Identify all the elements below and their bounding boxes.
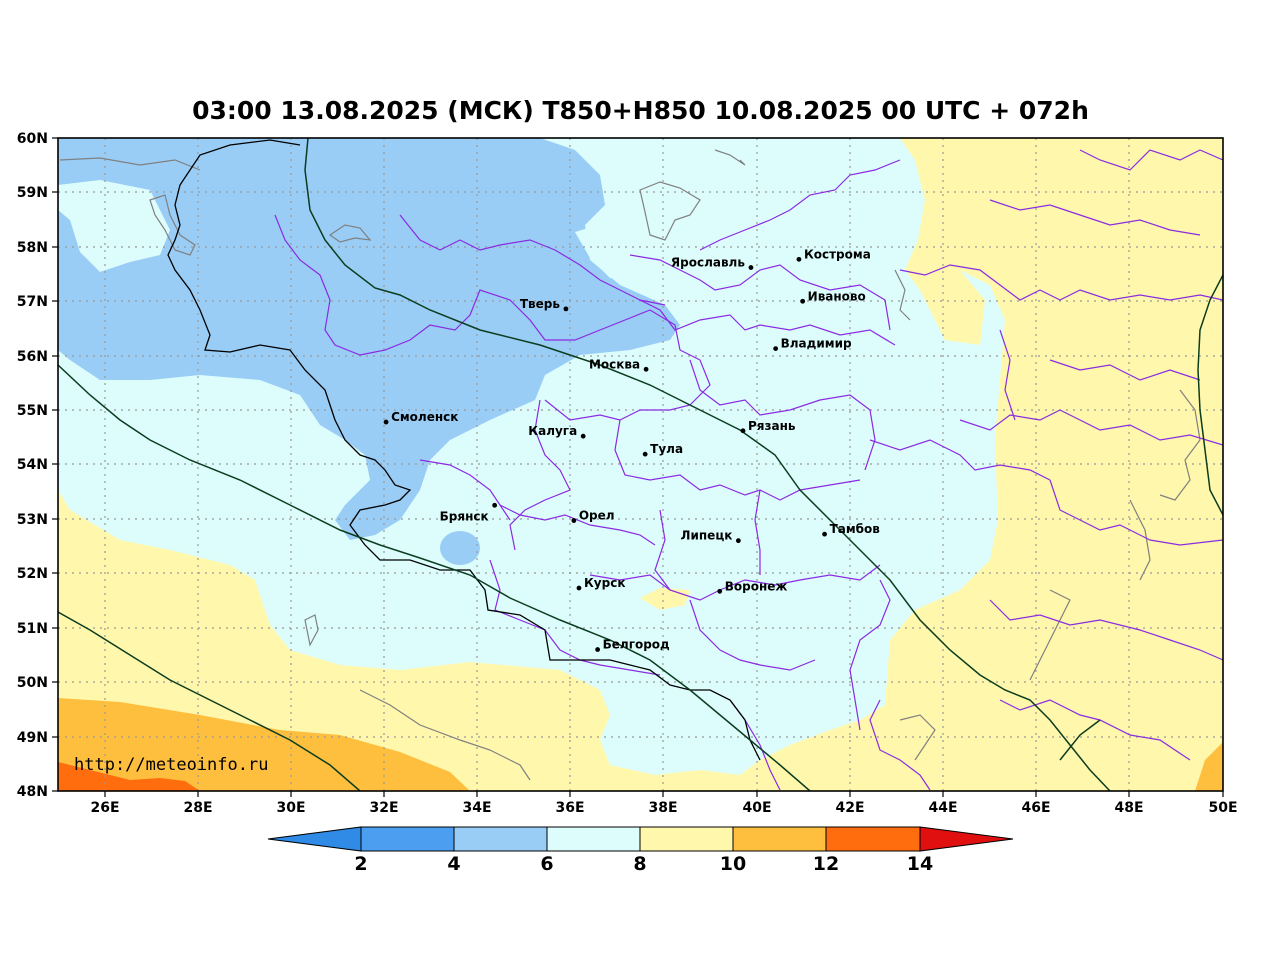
lon-label: 36E [555, 800, 584, 816]
colorbar-min-triangle [267, 826, 362, 852]
temp-10-12-region [58, 698, 470, 791]
lon-label: 32E [369, 800, 398, 816]
lon-label: 50E [1208, 800, 1237, 816]
lon-label: 44E [928, 800, 957, 816]
temp-4-6-blob [440, 531, 480, 565]
city-label: Липецк [681, 529, 733, 543]
colorbar-segment-4-6 [453, 826, 548, 852]
city-label: Белгород [603, 638, 670, 652]
colorbar-tick-label: 14 [907, 853, 933, 875]
city-dot [717, 588, 723, 594]
colorbar-segment-12-14 [825, 826, 921, 852]
lon-label: 48E [1114, 800, 1143, 816]
city-dot [642, 451, 648, 457]
lat-label: 57N [17, 294, 48, 310]
city-label: Брянск [440, 509, 489, 523]
city-label: Иваново [808, 289, 866, 303]
city-label: Курск [584, 576, 625, 590]
city-label: Кострома [804, 247, 871, 261]
lon-label: 26E [90, 800, 119, 816]
lat-label: 60N [17, 131, 48, 147]
lat-label: 52N [17, 566, 48, 582]
colorbar-segment-2-4 [360, 826, 455, 852]
city-label: Тамбов [830, 522, 881, 536]
temp-12-14-region [58, 762, 200, 791]
lat-label: 48N [17, 784, 48, 800]
city-dot [822, 531, 827, 537]
colorbar: 2 4 6 8 10 12 14 [267, 826, 1014, 875]
colorbar-tick-label: 4 [447, 853, 460, 875]
city-dot [580, 433, 586, 439]
city-dot [571, 518, 577, 523]
temp-4-6-region [58, 138, 680, 540]
lon-label: 46E [1021, 800, 1050, 816]
colorbar-segment-8-10 [639, 826, 734, 852]
axis-ticks [52, 137, 1224, 797]
lat-label: 54N [17, 457, 48, 473]
lat-label: 53N [17, 512, 48, 528]
city-markers: Кострома Ярославль Иваново Тверь Владимир Мос… [383, 247, 881, 652]
lat-label: 51N [17, 621, 48, 637]
colorbar-tick-label: 12 [813, 853, 839, 875]
city-dot [735, 538, 741, 544]
city-dot [643, 366, 649, 372]
lon-label: 34E [462, 800, 491, 816]
lon-label: 30E [276, 800, 305, 816]
lat-label: 59N [17, 185, 48, 201]
region-borders [274, 149, 1223, 791]
lat-label: 50N [17, 675, 48, 691]
lat-label: 58N [17, 240, 48, 256]
map-title: 03:00 13.08.2025 (МСК) T850+H850 10.08.2… [192, 96, 1089, 125]
colorbar-max-triangle [919, 826, 1014, 852]
temp-10-12-corner [1195, 742, 1223, 791]
lon-label: 38E [648, 800, 677, 816]
colorbar-segment-10-12 [732, 826, 827, 852]
longitude-labels: 26E 28E 30E 32E 34E 36E 38E 40E 42E 44E … [90, 800, 1237, 816]
temp-6-8-pocket [58, 180, 170, 272]
lon-label: 40E [742, 800, 771, 816]
water-features [59, 149, 1201, 781]
temp-6-8-intrusion [575, 220, 660, 282]
city-dot [383, 419, 389, 425]
city-label: Владимир [781, 337, 852, 351]
city-dot [576, 585, 582, 591]
city-label: Рязань [748, 419, 796, 433]
city-dot [796, 256, 802, 262]
city-label: Орел [579, 509, 615, 523]
city-dot [800, 298, 806, 304]
colorbar-tick-label: 2 [354, 853, 367, 875]
lat-label: 49N [17, 730, 48, 746]
colorbar-tick-label: 6 [540, 853, 553, 875]
city-label: Воронеж [725, 579, 788, 593]
city-dot [563, 306, 569, 312]
city-dot [748, 265, 754, 270]
lon-label: 42E [835, 800, 864, 816]
country-borders [167, 139, 761, 761]
lon-label: 28E [183, 800, 212, 816]
colorbar-tick-label: 8 [633, 853, 646, 875]
city-label: Ярославль [671, 256, 745, 270]
city-label: Калуга [528, 424, 577, 438]
city-label: Тула [650, 442, 683, 456]
temp-8-10-patch [640, 588, 690, 610]
lat-label: 56N [17, 349, 48, 365]
latitude-labels: 60N 59N 58N 57N 56N 55N 54N 53N 52N 51N … [17, 131, 48, 800]
city-dot [740, 428, 746, 434]
colorbar-segment-6-8 [546, 826, 641, 852]
city-label: Москва [589, 357, 640, 371]
lat-label: 55N [17, 403, 48, 419]
city-label: Тверь [520, 297, 561, 311]
colorbar-tick-label: 10 [720, 853, 746, 875]
geopotential-contours [58, 138, 1223, 791]
source-watermark: http://meteoinfo.ru [74, 755, 268, 775]
city-dot [492, 502, 498, 508]
city-dot [773, 346, 779, 351]
city-label: Смоленск [391, 410, 458, 424]
city-dot [595, 647, 601, 652]
